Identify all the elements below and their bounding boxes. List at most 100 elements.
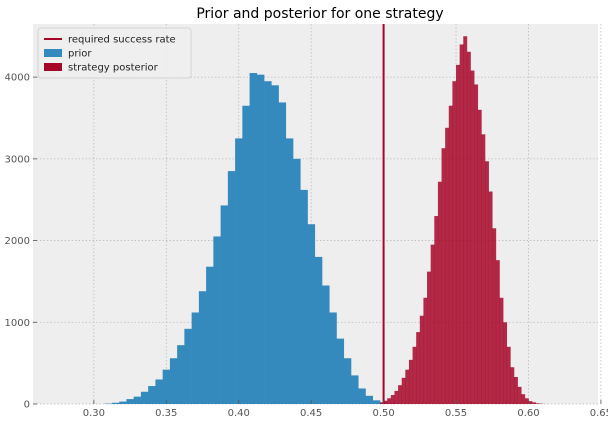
posterior-bar-14 <box>430 244 435 404</box>
posterior-bar-22 <box>459 44 464 404</box>
posterior-bar-26 <box>474 84 479 405</box>
prior-bar-23 <box>271 85 279 405</box>
posterior-bar-39 <box>521 394 526 404</box>
x-axis-ticks: 0.30 0.35 0.40 0.45 0.50 0.55 0.60 0.65 <box>83 400 608 419</box>
posterior-bar-20 <box>452 81 457 405</box>
prior-bar-5 <box>140 391 149 404</box>
legend: required success rate prior strategy poste… <box>37 27 192 79</box>
x-tick-label-0: 0.30 <box>83 408 105 419</box>
prior-bar-15 <box>213 236 221 404</box>
posterior-bar-6 <box>401 377 406 404</box>
posterior-bar-21 <box>456 64 460 404</box>
posterior-bar-37 <box>513 377 518 404</box>
posterior-bar-34 <box>503 322 508 404</box>
histogram-bars <box>104 36 544 405</box>
legend-label-2: strategy posterior <box>68 63 159 74</box>
prior-bar-36 <box>365 395 374 404</box>
prior-bar-25 <box>285 138 294 404</box>
x-tick-label-3: 0.45 <box>300 408 322 419</box>
posterior-bar-18 <box>445 127 450 404</box>
prior-bar-12 <box>191 312 200 404</box>
prior-bar-34 <box>350 375 359 404</box>
posterior-bar-33 <box>499 297 504 404</box>
prior-bar-21 <box>256 74 265 405</box>
prior-bar-30 <box>322 285 330 404</box>
y-tick-label-3: 3000 <box>5 154 30 165</box>
posterior-bar-43 <box>535 403 540 404</box>
x-tick-label-5: 0.55 <box>445 408 467 419</box>
x-tick-label-2: 0.40 <box>228 408 250 419</box>
posterior-bar-13 <box>427 271 431 404</box>
posterior-bar-30 <box>488 191 493 404</box>
prior-bar-16 <box>220 205 229 404</box>
posterior-bar-38 <box>517 386 522 404</box>
posterior-bar-41 <box>528 401 533 404</box>
posterior-bar-42 <box>532 402 537 404</box>
posterior-bar-40 <box>524 398 529 404</box>
prior-bar-13 <box>198 291 207 404</box>
legend-swatch-1 <box>44 49 62 57</box>
posterior-bar-32 <box>495 260 500 404</box>
prior-bar-17 <box>227 171 236 404</box>
posterior-bar-16 <box>437 181 442 404</box>
y-tick-label-0: 0 <box>24 400 30 411</box>
prior-bar-9 <box>169 358 178 404</box>
prior-bar-29 <box>314 256 323 404</box>
legend-box <box>37 27 192 79</box>
posterior-bar-12 <box>423 297 428 404</box>
prior-bar-24 <box>278 102 287 405</box>
prior-bar-19 <box>242 105 250 404</box>
posterior-bar-3 <box>390 395 395 404</box>
posterior-bar-0 <box>379 402 384 404</box>
posterior-bar-5 <box>398 385 402 404</box>
posterior-bar-27 <box>477 109 482 404</box>
prior-bar-31 <box>329 312 337 404</box>
posterior-bar-35 <box>506 346 511 404</box>
posterior-bar-10 <box>416 332 421 404</box>
posterior-bar-24 <box>466 51 471 405</box>
posterior-bar-17 <box>441 148 446 404</box>
y-tick-label-1: 1000 <box>5 318 30 329</box>
prior-bar-4 <box>133 396 142 404</box>
posterior-bar-15 <box>434 216 439 404</box>
prior-bar-28 <box>307 224 316 404</box>
legend-swatch-2 <box>44 63 62 71</box>
prior-bar-7 <box>155 379 163 404</box>
x-tick-label-4: 0.50 <box>372 408 394 419</box>
prior-bar-26 <box>293 158 301 404</box>
prior-bar-2 <box>119 401 127 404</box>
prior-bar-10 <box>177 345 185 404</box>
prior-bar-32 <box>336 338 345 404</box>
posterior-bar-2 <box>387 398 392 404</box>
prior-bar-8 <box>162 369 171 404</box>
posterior-bar-11 <box>419 315 424 404</box>
prior-bar-22 <box>264 81 272 405</box>
posterior-bar-23 <box>463 36 468 405</box>
prior-bar-11 <box>184 328 192 404</box>
chart-title: Prior and posterior for one strategy <box>196 6 443 22</box>
legend-label-1: prior <box>68 49 92 60</box>
prior-bar-37 <box>372 400 381 404</box>
y-tick-label-4: 4000 <box>5 73 30 84</box>
prior-bar-18 <box>235 138 243 404</box>
posterior-bar-25 <box>470 70 475 405</box>
prior-bar-3 <box>126 399 134 404</box>
y-tick-label-2: 2000 <box>5 236 30 247</box>
posterior-bar-7 <box>405 369 410 404</box>
prior-bar-1 <box>111 402 120 404</box>
legend-label-0: required success rate <box>68 35 176 46</box>
posterior-bar-19 <box>448 105 453 404</box>
x-tick-label-1: 0.35 <box>155 408 177 419</box>
prior-bar-6 <box>148 386 156 404</box>
x-tick-label-6: 0.60 <box>517 408 539 419</box>
posterior-bar-31 <box>492 228 497 404</box>
posterior-bar-1 <box>383 400 388 404</box>
y-axis-ticks: 0 1000 2000 3000 4000 <box>5 73 37 411</box>
prior-bar-35 <box>358 388 366 404</box>
prior-bar-27 <box>300 189 308 404</box>
prior-bar-20 <box>249 73 258 404</box>
posterior-bar-4 <box>394 390 399 404</box>
posterior-bar-29 <box>485 161 489 404</box>
posterior-bar-36 <box>510 367 515 404</box>
